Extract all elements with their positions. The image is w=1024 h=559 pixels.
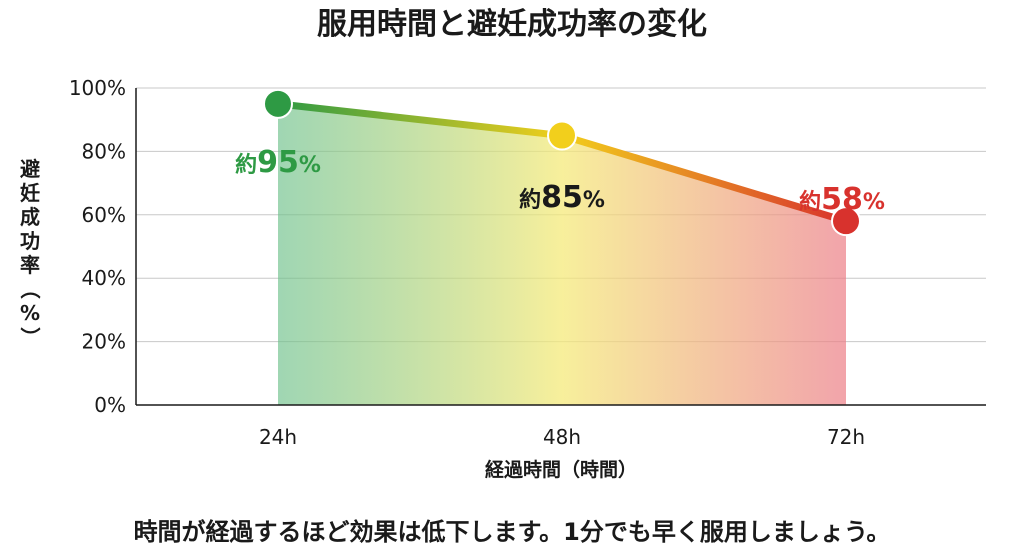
- x-tick-label: 48h: [543, 425, 581, 449]
- data-label: 約58%: [799, 182, 885, 217]
- data-labels: 約95%約85% 約58%: [235, 145, 885, 217]
- data-label-unit: %: [583, 188, 605, 213]
- x-axis-label: 経過時間（時間）: [485, 458, 637, 481]
- y-tick-label: 20%: [82, 330, 126, 354]
- data-label-value: 95: [257, 145, 299, 180]
- y-tick-label: 60%: [82, 203, 126, 227]
- y-axis-label-char: 避: [20, 157, 40, 181]
- y-axis-label-char: 成: [20, 205, 40, 229]
- data-point: [547, 120, 577, 151]
- y-axis-label-char: 率: [20, 253, 40, 277]
- data-label: 約85%: [519, 180, 605, 215]
- y-axis-label-char: ）: [18, 327, 42, 347]
- data-point: [263, 88, 293, 119]
- x-tick-label: 24h: [259, 425, 297, 449]
- y-axis-label: 避妊成功率（%）: [18, 157, 42, 347]
- x-tick-label: 72h: [827, 425, 865, 449]
- y-tick-label: 40%: [82, 266, 126, 290]
- data-label: 約95%: [235, 145, 321, 180]
- y-axis-label-char: （: [18, 279, 42, 299]
- data-label-prefix: 約: [235, 152, 257, 178]
- y-tick-label: 100%: [69, 76, 126, 100]
- data-label-value: 85: [541, 180, 583, 215]
- y-tick-labels: 0% 20% 40% 60% 80% 100%: [69, 76, 126, 417]
- y-axis-label-char: 功: [20, 229, 40, 253]
- data-label-prefix: 約: [799, 189, 821, 215]
- axes: [135, 88, 986, 406]
- data-point: [831, 206, 861, 237]
- data-points: [263, 88, 861, 237]
- y-tick-label: 0%: [94, 393, 126, 417]
- footer-note: 時間が経過するほど効果は低下します。1分でも早く服用しましょう。: [134, 518, 891, 546]
- data-label-prefix: 約: [519, 187, 541, 213]
- data-label-value: 58: [821, 182, 863, 217]
- x-tick-labels: 24h 48h 72h: [259, 425, 865, 449]
- y-axis-label-char: 妊: [20, 181, 40, 205]
- y-tick-label: 80%: [82, 139, 126, 163]
- data-label-unit: %: [863, 190, 885, 215]
- y-axis-label-char: %: [20, 301, 40, 325]
- data-label-unit: %: [299, 153, 321, 178]
- chart-title: 服用時間と避妊成功率の変化: [317, 7, 707, 42]
